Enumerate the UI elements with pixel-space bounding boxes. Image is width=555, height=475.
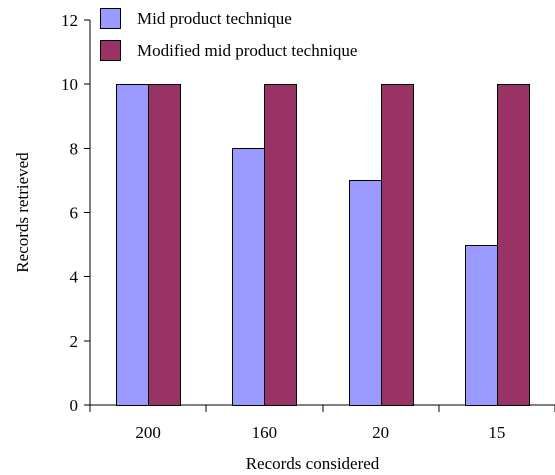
legend: Mid product technique Modified mid produc… xyxy=(100,8,357,61)
x-axis-title: Records considered xyxy=(246,454,380,473)
bar-mid-product-15 xyxy=(465,245,498,406)
y-axis-title: Records retrieved xyxy=(13,152,32,273)
bars-group xyxy=(116,84,530,406)
y-tick-label: 12 xyxy=(61,11,78,30)
y-axis: 0 2 4 6 8 10 12 xyxy=(61,11,91,415)
y-tick-label: 8 xyxy=(70,139,79,158)
legend-swatch xyxy=(100,8,121,29)
legend-label: Modified mid product technique xyxy=(137,41,357,60)
legend-swatch xyxy=(100,40,121,61)
y-tick-label: 6 xyxy=(70,204,79,223)
legend-label: Mid product technique xyxy=(137,9,292,28)
x-tick-label: 200 xyxy=(135,423,161,442)
bar-modified-mid-product-200 xyxy=(148,84,181,406)
x-tick-label: 160 xyxy=(252,423,278,442)
y-tick-label: 0 xyxy=(70,396,79,415)
bar-modified-mid-product-160 xyxy=(264,84,297,406)
y-tick-label: 2 xyxy=(70,332,79,351)
bar-mid-product-160 xyxy=(232,148,265,406)
y-tick-label: 4 xyxy=(70,268,79,287)
x-tick-label: 15 xyxy=(488,423,505,442)
x-tick-label: 20 xyxy=(372,423,389,442)
bar-modified-mid-product-15 xyxy=(497,84,530,406)
bar-modified-mid-product-20 xyxy=(381,84,414,406)
bar-mid-product-200 xyxy=(116,84,149,406)
y-tick-label: 10 xyxy=(61,75,78,94)
bar-mid-product-20 xyxy=(349,180,382,406)
x-axis: 200 160 20 15 xyxy=(89,404,555,442)
